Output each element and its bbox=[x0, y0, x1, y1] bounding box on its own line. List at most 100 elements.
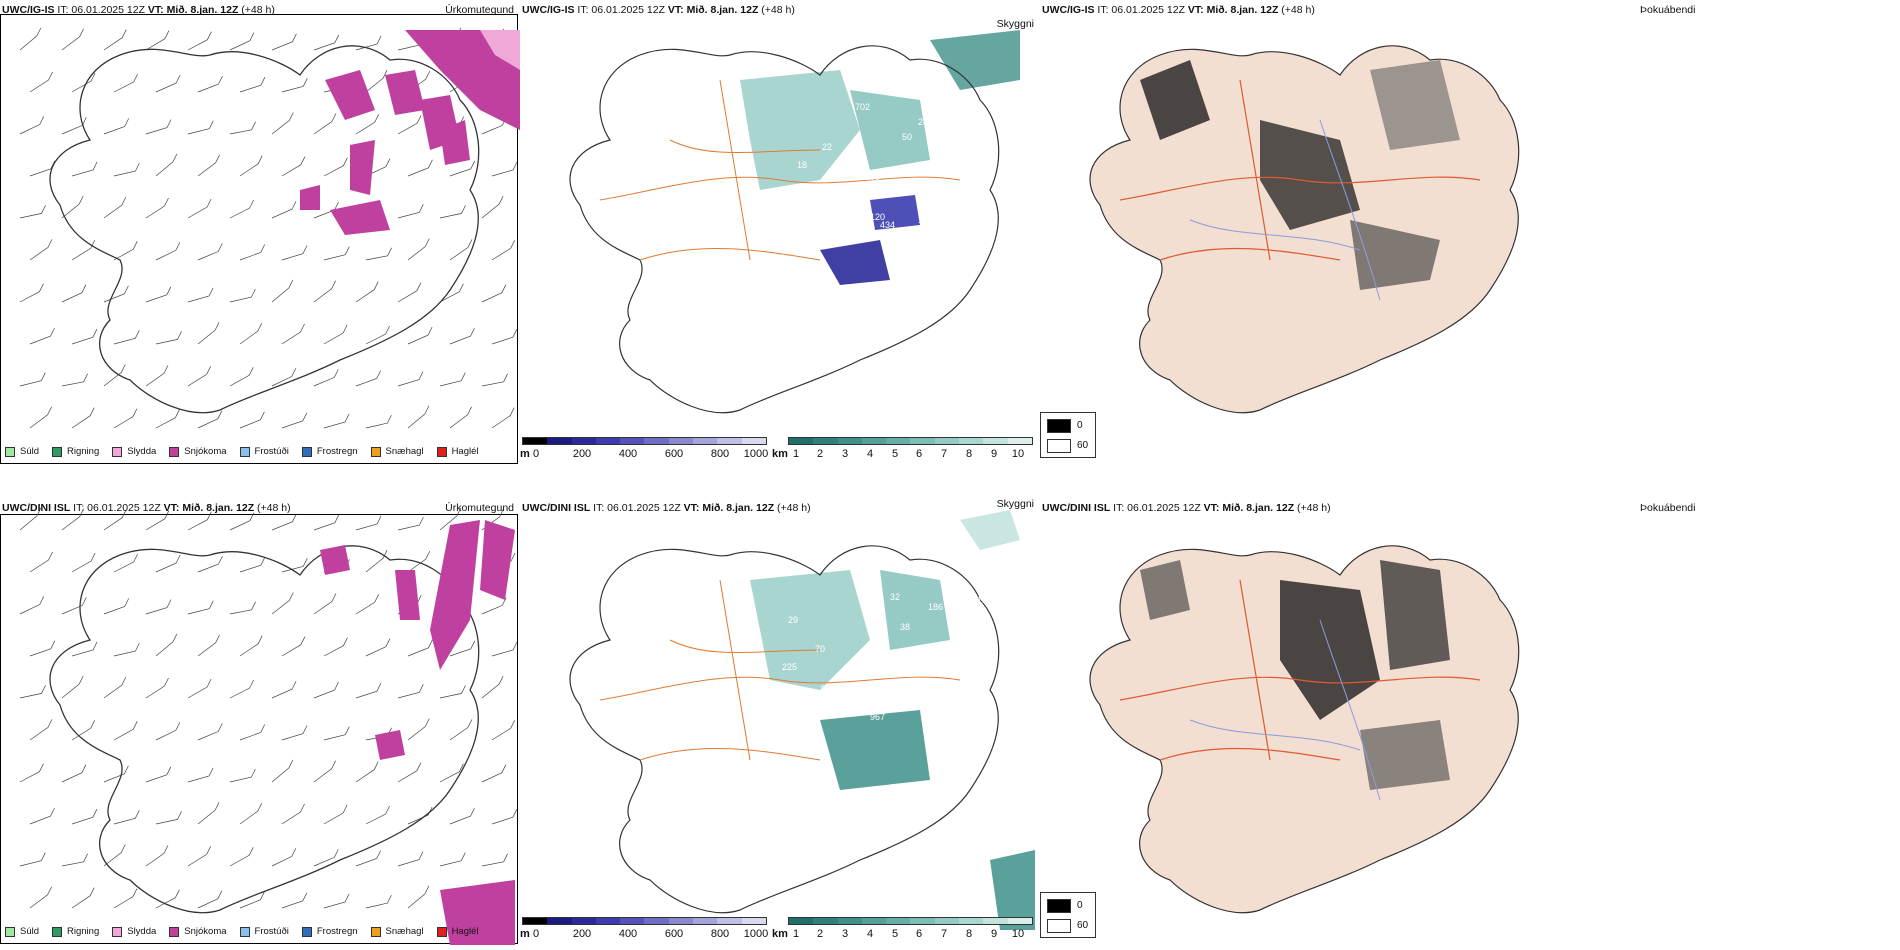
cloud-base-label: 120 bbox=[870, 212, 885, 222]
legend-swatch bbox=[301, 926, 312, 937]
scale-tick: 5 bbox=[891, 448, 899, 460]
wind-barb bbox=[491, 161, 518, 177]
wind-barb bbox=[71, 407, 95, 429]
cloud-base-label: 46 bbox=[863, 182, 873, 192]
visibility-area bbox=[750, 570, 870, 690]
wind-barb bbox=[281, 323, 305, 345]
wind-barb bbox=[439, 205, 466, 219]
wind-barb bbox=[29, 160, 56, 177]
wind-barb bbox=[449, 719, 473, 741]
visibility-scale-labels: km 1 2 3 4 5 6 7 8 9 10 bbox=[772, 448, 1040, 462]
fog-area bbox=[1140, 560, 1190, 620]
scale-tick: 200 bbox=[572, 448, 592, 460]
wind-barb bbox=[239, 635, 263, 657]
wind-barb bbox=[19, 507, 42, 531]
legend-swatch bbox=[239, 446, 250, 457]
wind-barb bbox=[19, 372, 46, 387]
iceland-outline bbox=[49, 45, 480, 414]
wind-barb bbox=[323, 893, 350, 909]
wind-barb bbox=[197, 634, 220, 657]
wind-barb bbox=[281, 636, 306, 657]
wind-barb bbox=[491, 407, 515, 429]
cloud-base-label: 318 bbox=[916, 684, 931, 694]
cloud-base-label: 254 bbox=[820, 684, 835, 694]
visibility-area bbox=[960, 510, 1020, 550]
wind-barb bbox=[439, 507, 462, 531]
wind-barb bbox=[155, 242, 181, 261]
legend-item: Slydda bbox=[112, 926, 156, 937]
fog-area bbox=[1140, 60, 1210, 140]
wind-barb bbox=[197, 555, 223, 573]
visibility-area bbox=[880, 570, 950, 650]
panel-title: Úrkomutegund bbox=[445, 502, 514, 514]
legend-item: Snjókoma bbox=[169, 926, 227, 937]
wind-barb bbox=[19, 763, 44, 783]
wind-barb bbox=[113, 553, 138, 573]
scale-tick: 6 bbox=[915, 928, 923, 940]
wind-barb bbox=[145, 286, 172, 303]
cloud-base-colorbar bbox=[522, 917, 767, 925]
scale-tick: 7 bbox=[940, 448, 948, 460]
wind-barb bbox=[365, 247, 392, 261]
wind-barb bbox=[271, 33, 297, 51]
road-network bbox=[1119, 579, 1481, 761]
visibility-area bbox=[820, 710, 930, 790]
panel-title: Þokuábendi bbox=[1640, 502, 1696, 514]
cloud-base-label: 702 bbox=[855, 102, 870, 112]
legend-item: Snæhagl bbox=[370, 446, 424, 457]
precip-map-top bbox=[19, 27, 520, 429]
panel-header: UWC/DINI ISL IT: 06.01.2025 12Z VT: Mið.… bbox=[522, 502, 811, 514]
wind-barb bbox=[281, 803, 305, 825]
wind-barb bbox=[281, 78, 308, 93]
fog-area bbox=[1380, 560, 1450, 670]
wind-barb bbox=[439, 685, 466, 699]
cloud-base-label: 157 bbox=[918, 215, 933, 225]
wind-barb bbox=[197, 890, 223, 909]
cloud-map-bottom: UWC/DINI ISL IT: 06.01.2025 12Z VT: Mið.… bbox=[520, 480, 1040, 950]
wind-barb bbox=[323, 804, 348, 825]
scale-tick: 1 bbox=[792, 448, 800, 460]
wind-barb bbox=[407, 718, 430, 741]
panel-title: Þokuábendi bbox=[1640, 4, 1696, 16]
legend-swatch bbox=[169, 926, 180, 937]
wind-barb bbox=[229, 199, 254, 219]
panel-header: UWC/IG-IS IT: 06.01.2025 12Z VT: Mið. 8.… bbox=[522, 4, 795, 16]
wind-barb bbox=[103, 765, 129, 783]
wind-barb bbox=[281, 245, 308, 261]
wind-barb bbox=[155, 409, 180, 429]
wind-barb bbox=[71, 72, 96, 93]
fog-area bbox=[1350, 220, 1440, 290]
cloud-base-scale-labels: m 0 200 400 600 800 1000 bbox=[520, 448, 780, 462]
cloud-base-label: 29 bbox=[788, 615, 798, 625]
wind-barb bbox=[113, 810, 140, 825]
scale-tick: 1000 bbox=[743, 928, 769, 940]
scale-tick: 2 bbox=[816, 448, 824, 460]
legend-swatch bbox=[169, 446, 180, 457]
wind-barb bbox=[197, 322, 220, 345]
legend-swatch bbox=[52, 446, 63, 457]
legend-swatch bbox=[5, 926, 15, 937]
wind-barb bbox=[407, 639, 433, 657]
cloud-base-label: 40 bbox=[788, 192, 798, 202]
wind-barb bbox=[365, 325, 390, 345]
panel-header: UWC/IG-IS IT: 06.01.2025 12Z VT: Mið. 8.… bbox=[1042, 4, 1315, 16]
wind-barb bbox=[229, 512, 255, 531]
wind-barb bbox=[239, 322, 263, 345]
wind-barb bbox=[397, 204, 424, 219]
wind-barb bbox=[29, 406, 52, 429]
wind-barb bbox=[71, 161, 98, 177]
snow-area bbox=[405, 30, 520, 130]
snow-area bbox=[350, 140, 375, 195]
snow-area bbox=[395, 570, 420, 620]
fog-key: 0 60 bbox=[1040, 892, 1096, 938]
precip-type-map-bottom: UWC/DINI ISL IT: 06.01.2025 12Z VT: Mið.… bbox=[0, 480, 520, 950]
snow-area bbox=[440, 120, 470, 165]
wind-barb bbox=[155, 554, 181, 573]
fog-key-label: 60 bbox=[1077, 440, 1089, 451]
wind-barb bbox=[155, 722, 181, 741]
wind-barb bbox=[19, 205, 46, 219]
wind-barb bbox=[313, 514, 340, 531]
wind-barb bbox=[19, 596, 45, 615]
cloud-base-label: 186 bbox=[928, 602, 943, 612]
